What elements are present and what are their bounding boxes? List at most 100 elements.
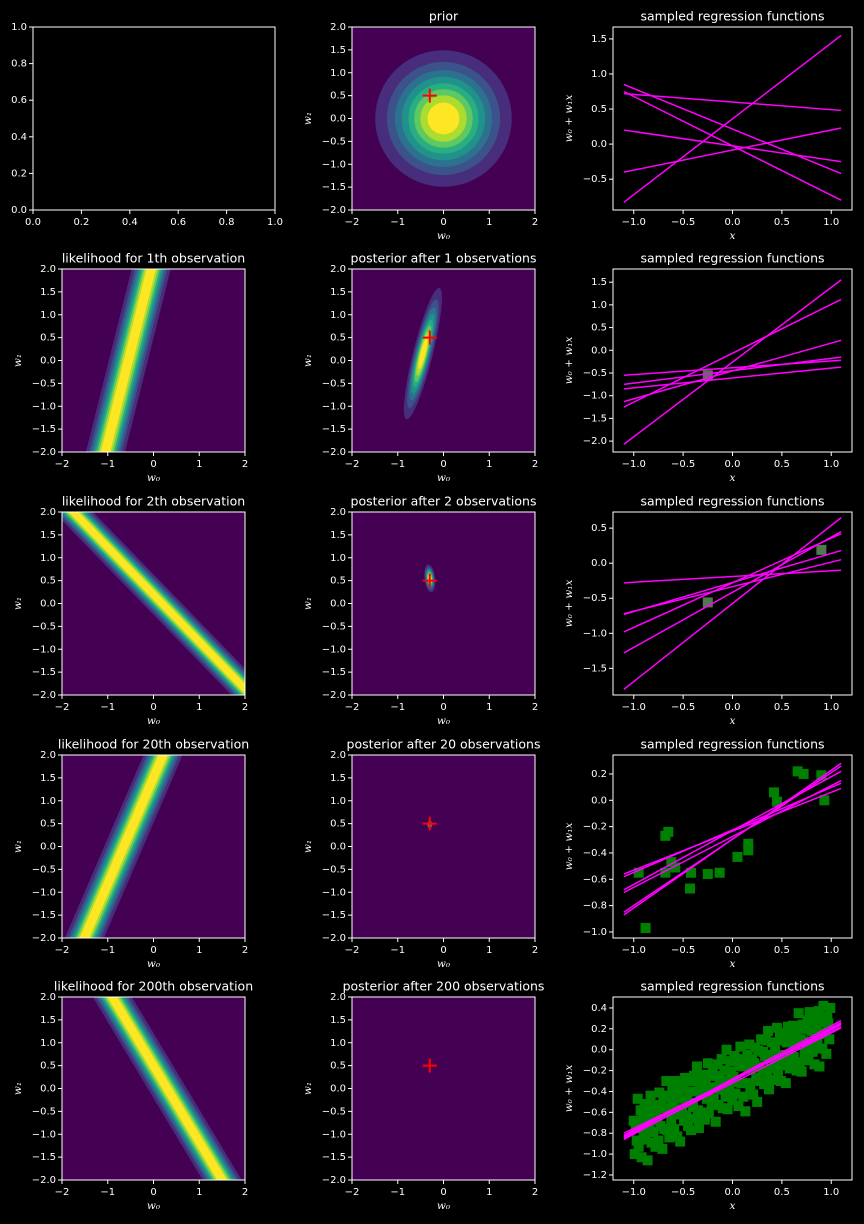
subplot: −2 −1 0 1 2 −2.0 −1.5 −1.0 −0.5 0.0 0.5 1.0 1.5 2.0po… <box>302 737 540 971</box>
y-tick-label: −1.0 <box>32 644 56 655</box>
observation <box>701 1093 712 1104</box>
observation <box>743 845 754 856</box>
x-tick-label: −1.0 <box>622 945 646 956</box>
regression-line <box>623 366 842 390</box>
observation <box>810 1028 821 1039</box>
y-tick-label: −2.0 <box>322 690 346 701</box>
y-tick-label: −2.0 <box>322 933 346 944</box>
observation <box>779 1028 790 1039</box>
subplot-title: posterior after 2 observations <box>351 494 537 509</box>
x-tick-label: 1.0 <box>823 459 839 470</box>
likelihood-contour <box>100 269 156 452</box>
x-tick-label: −1.0 <box>622 459 646 470</box>
observation <box>823 1018 834 1029</box>
y-tick-label: −1.5 <box>32 667 56 678</box>
observation <box>812 1038 823 1049</box>
x-tick-label: −1 <box>390 217 405 228</box>
observation <box>785 1032 796 1043</box>
y-tick-label: 0.4 <box>591 1003 607 1014</box>
x-tick-label: −1.0 <box>622 1187 646 1198</box>
y-tick-label: −1.5 <box>322 910 346 921</box>
observation <box>695 1089 706 1100</box>
y-tick-label: 1.0 <box>330 68 346 79</box>
y-axis-label: w₁ <box>12 597 24 610</box>
observation <box>693 1123 704 1134</box>
x-tick-label: 0.5 <box>774 945 790 956</box>
regression-line <box>623 558 842 615</box>
x-tick-label: −0.5 <box>671 1187 695 1198</box>
y-tick-label: 1.5 <box>40 1015 56 1026</box>
observation <box>702 869 713 880</box>
x-tick-label: 2 <box>242 1187 248 1198</box>
x-tick-label: −1 <box>100 1187 115 1198</box>
observation <box>811 1019 822 1030</box>
subplot: −1.0 −0.5 0.0 0.5 1.0 −0.5 0.0 0.5 1.0 1.5 sampled… <box>563 9 853 242</box>
contour-background <box>352 512 535 695</box>
regression-line <box>623 359 842 377</box>
regression-line <box>623 787 842 875</box>
subplot-title: likelihood for 20th observation <box>58 737 249 752</box>
y-tick-label: 1.5 <box>330 1015 346 1026</box>
x-tick-label: 0 <box>150 945 156 956</box>
y-tick-label: −0.5 <box>32 864 56 875</box>
y-tick-label: −0.5 <box>322 864 346 875</box>
observation <box>702 370 713 381</box>
observation <box>714 867 725 878</box>
x-tick-label: 0 <box>150 1187 156 1198</box>
observation <box>662 1125 673 1136</box>
observation <box>788 1052 799 1063</box>
subplot: −2 −1 0 1 2 −2.0 −1.5 −1.0 −0.5 0.0 0.5 1.0 1.5 2.0li… <box>12 737 249 971</box>
y-tick-label: 0.2 <box>11 168 27 179</box>
x-tick-label: 0.5 <box>774 1187 790 1198</box>
x-tick-label: 2 <box>532 217 538 228</box>
x-tick-label: −0.5 <box>671 702 695 713</box>
x-tick-label: −2 <box>55 1187 70 1198</box>
observation <box>670 862 681 873</box>
observation <box>633 867 644 878</box>
y-tick-label: −0.6 <box>583 874 607 885</box>
y-tick-label: −0.5 <box>32 1106 56 1117</box>
regression-line <box>623 549 842 616</box>
observation <box>825 1002 836 1013</box>
x-axis-label: x <box>730 715 736 727</box>
observation <box>698 1084 709 1095</box>
x-tick-label: −0.5 <box>671 217 695 228</box>
observation <box>813 1006 824 1017</box>
y-tick-label: 1.0 <box>40 1038 56 1049</box>
y-axis-label: w₀ + w₁x <box>563 95 575 143</box>
observation <box>640 922 651 933</box>
observation <box>629 1149 640 1160</box>
x-tick-label: 0.5 <box>774 459 790 470</box>
observation <box>722 1104 733 1115</box>
x-tick-label: 0.0 <box>725 1187 741 1198</box>
x-tick-label: −2 <box>345 459 360 470</box>
y-tick-label: −1.5 <box>32 1152 56 1163</box>
x-tick-label: 0.0 <box>725 945 741 956</box>
y-tick-label: −1.5 <box>322 1152 346 1163</box>
observation <box>686 1125 697 1136</box>
true-weight-marker <box>422 1058 437 1073</box>
subplot-title: posterior after 20 observations <box>347 737 541 752</box>
x-tick-label: −1 <box>100 945 115 956</box>
y-tick-label: 1.0 <box>330 310 346 321</box>
x-tick-label: 1 <box>196 945 202 956</box>
observation <box>815 1012 826 1023</box>
observation <box>790 1026 801 1037</box>
y-tick-label: −1.0 <box>322 644 346 655</box>
subplot: −2 −1 0 1 2 −2.0 −1.5 −1.0 −0.5 0.0 0.5 1.0 1.5 2.0li… <box>12 979 253 1213</box>
y-tick-label: 0.0 <box>330 599 346 610</box>
x-tick-label: 1.0 <box>823 945 839 956</box>
observation <box>679 1115 690 1126</box>
observation <box>688 1070 699 1081</box>
y-tick-label: −0.5 <box>32 378 56 389</box>
plot-area <box>623 34 842 203</box>
x-tick-label: 2 <box>532 1187 538 1198</box>
y-tick-label: 2.0 <box>40 264 56 275</box>
subplot-title: likelihood for 1th observation <box>62 251 245 266</box>
observation <box>732 851 743 862</box>
y-tick-label: 0.0 <box>330 114 346 125</box>
y-tick-label: −0.5 <box>322 621 346 632</box>
observation <box>660 867 671 878</box>
observation <box>726 1066 737 1077</box>
